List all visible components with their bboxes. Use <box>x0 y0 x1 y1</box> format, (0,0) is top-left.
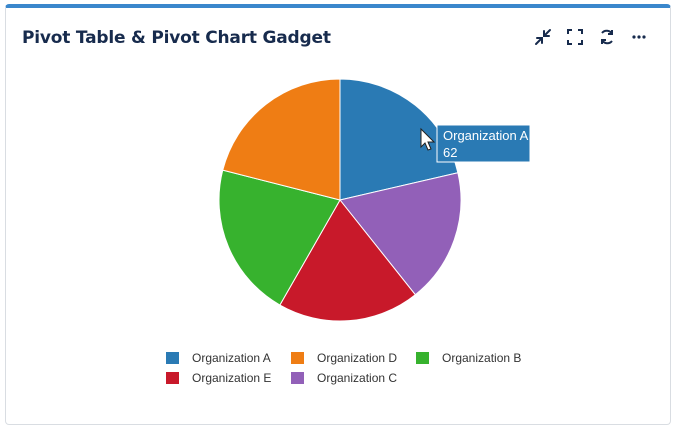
expand-icon[interactable] <box>564 26 586 48</box>
legend-swatch <box>166 352 179 364</box>
legend-swatch <box>166 372 179 384</box>
legend-item-organization-d[interactable]: Organization D <box>291 351 397 365</box>
tooltip-label: Organization A <box>443 128 529 143</box>
pie-slice-organization-b[interactable] <box>218 169 341 306</box>
refresh-icon[interactable] <box>596 26 618 48</box>
chart-tooltip: Organization A 62 <box>436 124 531 163</box>
minimize-icon[interactable] <box>532 26 554 48</box>
legend-item-organization-b[interactable]: Organization B <box>416 351 521 365</box>
pie-slice-organization-d[interactable] <box>222 78 341 201</box>
legend-label: Organization D <box>317 351 397 365</box>
legend-label: Organization A <box>192 351 271 365</box>
legend-item-organization-e[interactable]: Organization E <box>166 371 271 385</box>
legend-label: Organization E <box>192 371 271 385</box>
pie-slice-organization-c[interactable] <box>339 172 462 296</box>
legend-swatch <box>291 372 304 384</box>
legend-label: Organization C <box>317 371 397 385</box>
legend-item-organization-c[interactable]: Organization C <box>291 371 397 385</box>
tooltip-value: 62 <box>443 145 457 160</box>
pie-slice-organization-e[interactable] <box>279 199 417 322</box>
legend-label: Organization B <box>442 351 521 365</box>
more-icon[interactable] <box>628 26 650 48</box>
legend-swatch <box>291 352 304 364</box>
gadget-title: Pivot Table & Pivot Chart Gadget <box>22 28 331 48</box>
gadget-header: Pivot Table & Pivot Chart Gadget <box>6 8 670 64</box>
gadget-toolbar <box>532 26 650 48</box>
mouse-cursor-icon <box>420 127 436 151</box>
legend-swatch <box>416 352 429 364</box>
legend-item-organization-a[interactable]: Organization A <box>166 351 271 365</box>
tooltip-box <box>436 124 531 163</box>
